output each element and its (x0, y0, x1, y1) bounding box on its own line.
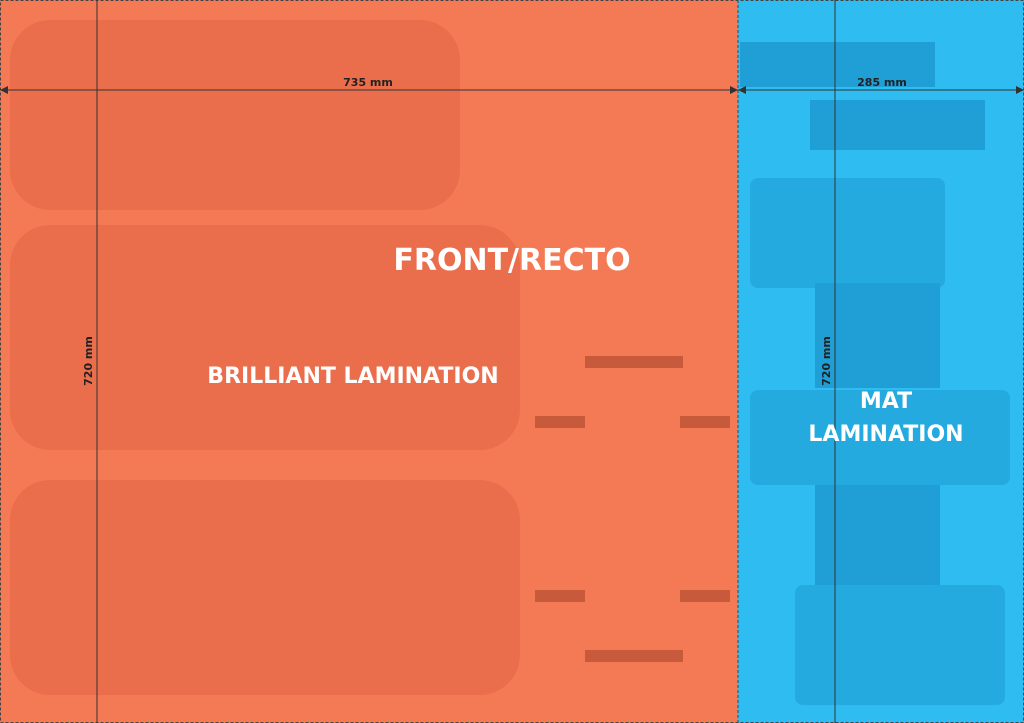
back-width: 285 mm (857, 76, 907, 89)
mat-label-2: LAMINATION (808, 422, 963, 447)
front-width: 735 mm (343, 76, 393, 89)
back-height: 720 mm (820, 336, 833, 386)
barcodes (535, 356, 730, 662)
pattern (10, 20, 520, 695)
mat-label-1: MAT (860, 389, 912, 414)
dielines (740, 42, 1010, 705)
brilliant-label: BRILLIANT LAMINATION (207, 364, 498, 389)
front-height: 720 mm (82, 336, 95, 386)
front-label: FRONT/RECTO (393, 243, 630, 278)
